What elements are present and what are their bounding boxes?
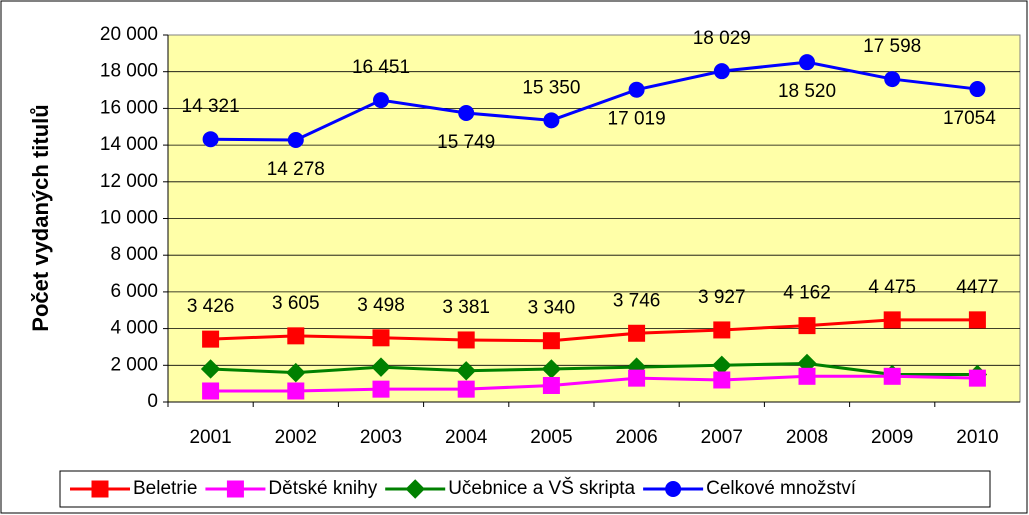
legend-label: Dětské knihy <box>268 478 377 499</box>
legend-marker <box>91 480 109 498</box>
data-point <box>373 92 389 109</box>
data-point <box>456 361 476 381</box>
data-label: 18 029 <box>693 28 751 49</box>
data-label: 17 019 <box>608 109 666 130</box>
y-axis-title: Počet vydaných titulů <box>28 104 53 331</box>
data-point <box>457 331 475 349</box>
y-tick-label: 6 000 <box>110 281 158 302</box>
data-point <box>968 311 986 329</box>
legend-marker <box>226 480 244 498</box>
y-tick-label: 18 000 <box>100 61 158 82</box>
data-point <box>542 332 560 350</box>
data-label: 14 321 <box>182 96 240 117</box>
legend-marker <box>405 479 425 499</box>
data-point <box>542 376 560 394</box>
x-tick-label: 2008 <box>786 427 828 448</box>
data-label: 15 749 <box>437 132 495 153</box>
data-point <box>287 131 304 148</box>
x-tick-label: 2010 <box>956 427 998 448</box>
data-point <box>543 112 560 129</box>
data-point <box>969 81 986 98</box>
data-label: 4 162 <box>783 283 831 304</box>
data-point <box>713 321 731 339</box>
data-label: 3 927 <box>698 287 746 308</box>
series-line <box>210 361 978 376</box>
data-label: 3 340 <box>528 298 576 319</box>
data-point <box>799 54 815 71</box>
data-point <box>457 380 475 398</box>
data-point <box>286 362 306 383</box>
data-point <box>628 81 645 98</box>
data-label: 3 498 <box>357 295 405 316</box>
legend-label: Učebnice a VŠ skripta <box>448 477 635 499</box>
series-line <box>210 374 978 393</box>
data-label: 3 381 <box>442 297 490 318</box>
data-point <box>287 327 305 345</box>
data-point <box>884 71 901 88</box>
y-tick-label: 0 <box>147 391 158 412</box>
data-label: 4 475 <box>868 277 916 298</box>
data-point <box>628 369 646 387</box>
data-point <box>883 311 901 329</box>
data-point <box>713 371 731 389</box>
y-tick-label: 12 000 <box>100 171 158 192</box>
data-point <box>713 63 730 80</box>
data-point <box>798 367 816 385</box>
data-point <box>372 329 390 347</box>
data-label: 3 426 <box>187 296 235 317</box>
data-point <box>200 359 221 379</box>
y-tick-label: 14 000 <box>100 134 158 155</box>
y-tick-label: 20 000 <box>100 24 158 45</box>
x-tick-label: 2005 <box>530 427 572 448</box>
y-tick-label: 4 000 <box>110 318 158 339</box>
x-tick-label: 2009 <box>871 427 913 448</box>
data-label: 14 278 <box>267 159 325 180</box>
x-tick-label: 2002 <box>275 427 317 448</box>
legend-label: Beletrie <box>133 478 197 499</box>
legend-marker <box>665 481 682 497</box>
data-point <box>883 367 901 385</box>
data-point <box>202 382 220 400</box>
data-point <box>968 369 986 387</box>
data-point <box>287 382 305 400</box>
x-tick-label: 2001 <box>189 427 231 448</box>
x-tick-label: 2006 <box>615 427 657 448</box>
x-tick-label: 2004 <box>445 427 488 448</box>
data-point <box>202 131 219 148</box>
data-label: 4477 <box>956 277 998 298</box>
y-tick-label: 10 000 <box>100 208 158 229</box>
data-label: 17 598 <box>863 36 921 57</box>
data-label: 15 350 <box>522 77 580 98</box>
y-tick-label: 8 000 <box>110 244 158 265</box>
y-tick-label: 2 000 <box>110 354 158 375</box>
data-point <box>372 380 390 398</box>
data-label: 17054 <box>943 108 996 129</box>
data-label: 3 746 <box>613 290 661 311</box>
y-tick-label: 16 000 <box>100 97 158 118</box>
legend-label: Celkové množství <box>706 478 857 499</box>
x-tick-label: 2007 <box>701 427 743 448</box>
data-point <box>798 317 816 335</box>
data-label: 18 520 <box>778 81 836 102</box>
data-label: 16 451 <box>352 57 410 78</box>
data-point <box>202 330 220 348</box>
series-line <box>210 60 978 142</box>
data-point <box>628 324 646 342</box>
series-line <box>210 318 978 343</box>
data-label: 3 605 <box>272 293 320 314</box>
data-point <box>458 105 475 122</box>
x-tick-label: 2003 <box>360 427 402 448</box>
data-point <box>371 357 391 377</box>
